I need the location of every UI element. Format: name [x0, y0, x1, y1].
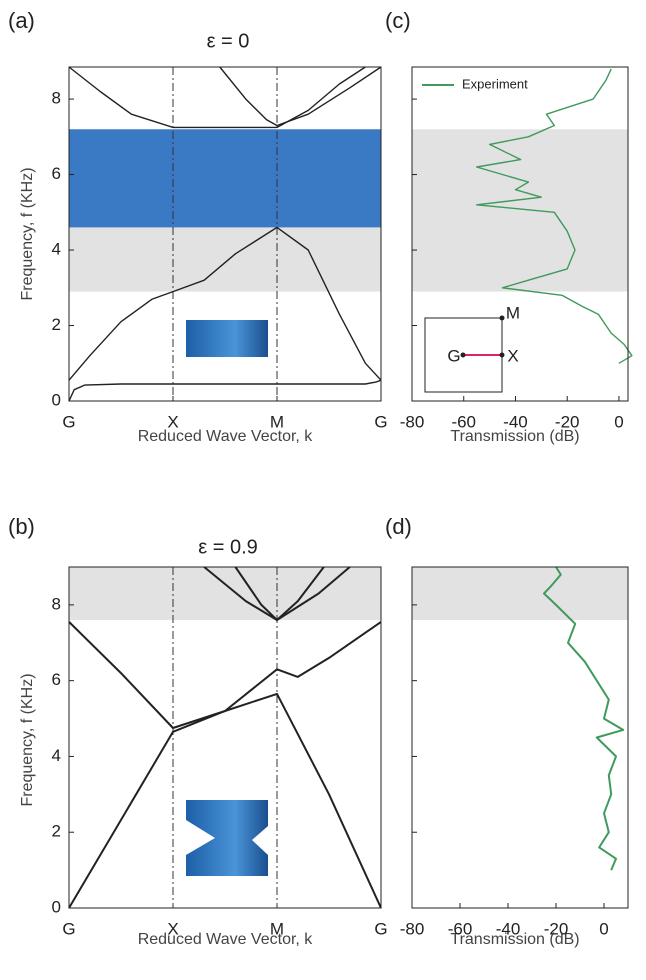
panel-label: (c)	[385, 8, 411, 33]
y-tick-label: 0	[52, 390, 61, 409]
inset-point	[499, 315, 505, 321]
x-tick-label: -20	[544, 919, 569, 938]
inset-label: M	[506, 303, 520, 322]
y-tick-label: 4	[52, 240, 61, 259]
shaded-band	[69, 567, 381, 621]
series-line	[68, 692, 382, 909]
x-tick-label: -40	[496, 919, 521, 938]
panel-label: (b)	[8, 514, 35, 539]
x-tick-label: X	[167, 919, 178, 938]
plot-frame	[411, 66, 629, 402]
shaded-band	[69, 227, 381, 292]
plots: 0 2 4 6 8 G X M G -80 -60 -40 -20 0 Experiment 0 2 4 6 8 G X M…	[52, 66, 633, 938]
x-axis-label: Reduced Wave Vector, k	[138, 931, 314, 948]
y-tick-label: 6	[52, 164, 61, 183]
x-tick-label: -80	[400, 919, 425, 938]
x-tick-label: -40	[503, 412, 528, 431]
x-tick-label: -80	[400, 412, 425, 431]
x-tick-label: M	[270, 919, 284, 938]
x-tick-label: M	[270, 412, 284, 431]
plot-frame	[68, 566, 382, 909]
x-tick-label: -60	[448, 919, 473, 938]
legend-label: Experiment	[462, 76, 528, 91]
y-tick-label: 6	[52, 670, 61, 689]
plot-frame	[68, 66, 382, 402]
x-tick-label: G	[374, 919, 387, 938]
series-line	[68, 379, 382, 402]
inset-label: G	[447, 346, 460, 365]
x-tick-label: 0	[614, 412, 623, 431]
series-line	[219, 66, 382, 127]
y-tick-label: 0	[52, 897, 61, 916]
series-line	[68, 621, 382, 729]
unit-cell-icon	[186, 320, 268, 357]
series-line	[68, 226, 382, 381]
inset: G X M	[424, 303, 520, 393]
chart-title: ε = 0.9	[198, 536, 258, 558]
unit-cell-icon	[186, 800, 268, 876]
y-axis-label: Frequency, f (KHz)	[19, 673, 36, 806]
inset-point	[499, 352, 505, 358]
y-tick-label: 2	[52, 822, 61, 841]
series-line	[68, 66, 366, 129]
x-tick-label: 0	[599, 919, 608, 938]
x-tick-label: G	[62, 412, 75, 431]
shaded-band	[412, 129, 628, 292]
x-tick-label: -60	[451, 412, 476, 431]
y-tick-label: 8	[52, 89, 61, 108]
inset-label: X	[507, 346, 518, 365]
y-axis-label: Frequency, f (KHz)	[19, 167, 36, 300]
series-line	[234, 566, 325, 621]
x-tick-label: X	[167, 412, 178, 431]
panel-label: (a)	[8, 8, 35, 33]
y-tick-label: 4	[52, 746, 61, 765]
shaded-band	[69, 129, 381, 228]
x-axis-label: Reduced Wave Vector, k	[138, 428, 314, 445]
chart-title: ε = 0	[207, 30, 250, 52]
plot-frame	[411, 566, 629, 909]
shaded-band	[412, 567, 628, 621]
y-tick-label: 8	[52, 594, 61, 613]
series-line	[476, 68, 633, 364]
inset-point	[460, 352, 466, 358]
y-tick-label: 2	[52, 315, 61, 334]
x-tick-label: -20	[555, 412, 580, 431]
x-axis-label: Transmission (dB)	[450, 428, 579, 445]
x-tick-label: G	[62, 919, 75, 938]
series-line	[543, 566, 625, 871]
x-axis-label: Transmission (dB)	[450, 931, 579, 948]
x-tick-label: G	[374, 412, 387, 431]
panel-label: (d)	[385, 514, 412, 539]
